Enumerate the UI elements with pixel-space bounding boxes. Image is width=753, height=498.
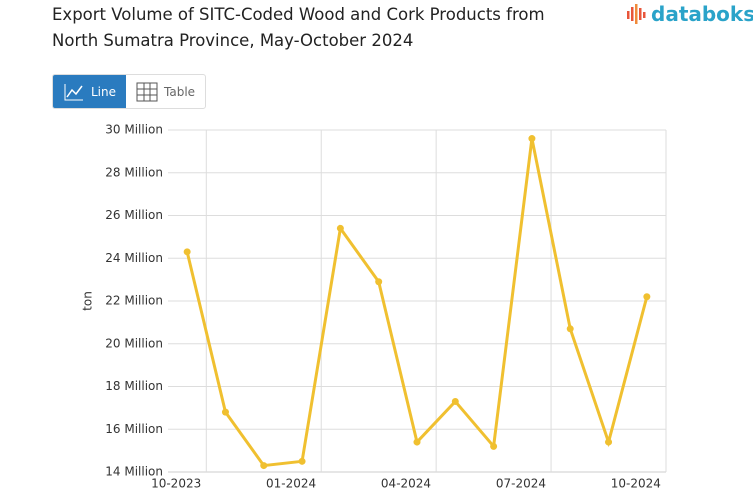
point [298, 457, 306, 465]
button-label: Table [164, 84, 196, 99]
point [566, 325, 574, 333]
y-tick-label: 26 Million [105, 208, 163, 222]
point [221, 408, 229, 416]
point [451, 397, 459, 405]
y-tick-label: 24 Million [105, 251, 163, 265]
y-tick-label: 14 Million [105, 465, 163, 479]
y-tick-label: 20 Million [105, 336, 163, 350]
button-label: Line [91, 84, 117, 99]
point [336, 224, 344, 232]
x-tick-label: 07-2024 [496, 477, 546, 491]
logo[interactable]: databoks [626, 2, 753, 26]
point [413, 438, 421, 446]
y-tick-label: 28 Million [105, 165, 163, 179]
y-tick-label: 22 Million [105, 294, 163, 308]
point [528, 135, 536, 143]
x-tick-label: 04-2024 [381, 477, 431, 491]
table-icon [136, 82, 158, 101]
table-button[interactable]: Table [126, 75, 205, 108]
y-tick-label: 16 Million [105, 422, 163, 436]
point [605, 438, 613, 446]
point [490, 442, 498, 450]
y-tick-label: 30 Million [105, 123, 163, 137]
point [260, 462, 268, 470]
logo-icon [627, 4, 646, 24]
view-toggle: Line Table [52, 74, 207, 109]
y-tick-label: 18 Million [105, 379, 163, 393]
chart-title: Export Volume of SITC-Coded Wood and Cor… [52, 5, 545, 50]
line-icon [64, 83, 83, 100]
x-tick-label: 01-2024 [266, 477, 316, 491]
point [375, 278, 383, 286]
line-button[interactable]: Line [53, 75, 127, 108]
line [185, 138, 649, 468]
logo-text: databoks [651, 2, 753, 26]
y-axis-label: ton [81, 291, 95, 311]
point [183, 248, 191, 256]
x-tick-label: 10-2023 [151, 477, 201, 491]
x-tick-label: 10-2024 [611, 477, 661, 491]
point [643, 293, 651, 301]
